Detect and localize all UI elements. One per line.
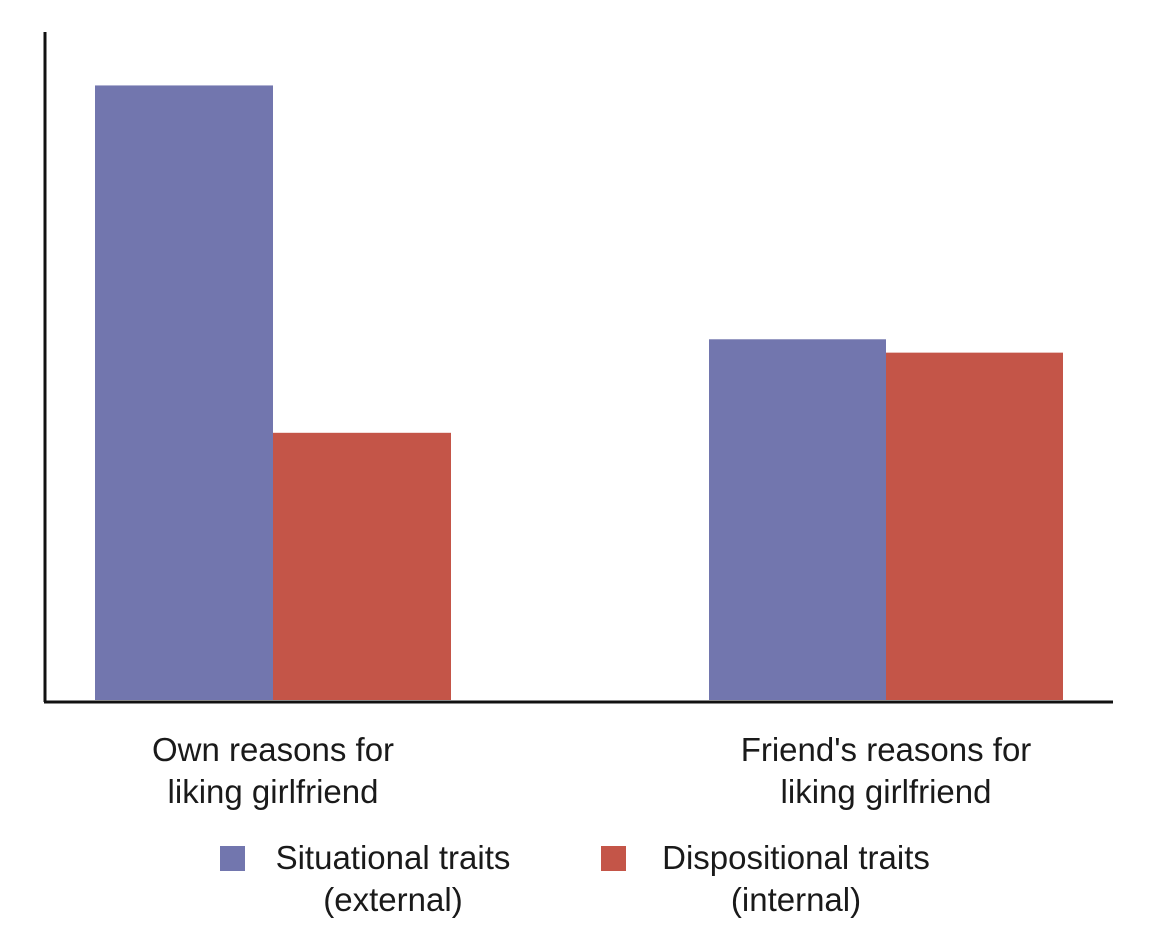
x-tick-label-line: liking girlfriend — [781, 773, 992, 810]
legend-label: Situational traits (external) — [276, 839, 511, 918]
bar-dispositional-own — [273, 432, 451, 700]
x-tick-label-friend: Friend's reasons for liking girlfriend — [741, 731, 1032, 810]
bars-group — [95, 85, 1063, 700]
x-tick-label-own: Own reasons for liking girlfriend — [152, 731, 394, 810]
legend: Situational traits (external) Dispositiona… — [220, 839, 930, 918]
bar-situational-own — [95, 85, 273, 700]
legend-label: Dispositional traits (internal) — [662, 839, 930, 918]
legend-label-line: Situational traits — [276, 839, 511, 876]
x-tick-label-line: liking girlfriend — [168, 773, 379, 810]
legend-label-line: (internal) — [731, 881, 861, 918]
legend-item-dispositional: Dispositional traits (internal) — [601, 839, 930, 918]
legend-label-line: (external) — [323, 881, 462, 918]
bar-situational-friend — [709, 339, 886, 700]
legend-swatch — [220, 846, 245, 871]
legend-label-line: Dispositional traits — [662, 839, 930, 876]
x-tick-label-line: Friend's reasons for — [741, 731, 1032, 768]
x-tick-label-line: Own reasons for — [152, 731, 394, 768]
legend-swatch — [601, 846, 626, 871]
bar-dispositional-friend — [886, 352, 1063, 700]
legend-item-situational: Situational traits (external) — [220, 839, 510, 918]
x-tick-labels: Own reasons for liking girlfriendFriend's… — [152, 731, 1031, 810]
